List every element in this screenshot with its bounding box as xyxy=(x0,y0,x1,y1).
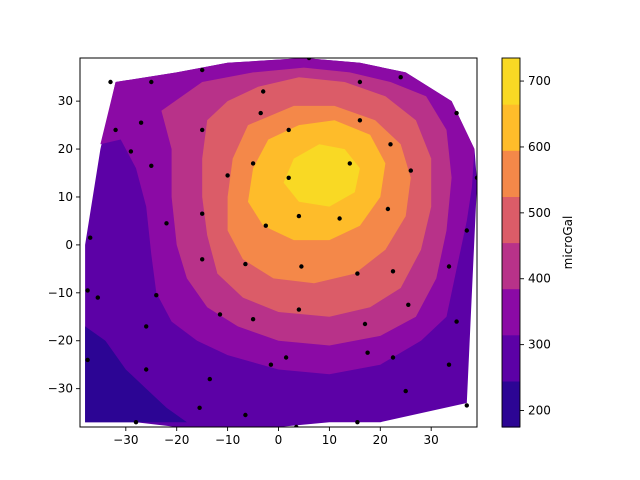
axes: −30 −20 −10 0 10 20 30 −30 −20 −10 0 10 20 30 xyxy=(48,57,478,447)
data-point xyxy=(144,367,149,372)
y-tick-label: −20 xyxy=(48,334,73,348)
x-tick-label: 20 xyxy=(373,433,388,447)
data-point xyxy=(306,58,312,61)
data-point xyxy=(108,79,113,85)
data-point xyxy=(243,412,248,418)
colorbar-tick-label: 700 xyxy=(528,74,551,88)
data-point xyxy=(200,211,205,216)
data-point xyxy=(200,67,205,73)
y-tick-label: 30 xyxy=(58,94,73,108)
y-tick-label: 10 xyxy=(58,190,73,204)
colorbar-band xyxy=(502,288,520,336)
data-point xyxy=(403,388,408,394)
contour-level-1 xyxy=(85,326,187,423)
data-point xyxy=(149,163,154,168)
data-point xyxy=(283,355,289,360)
colorbar-band xyxy=(502,242,520,290)
data-point xyxy=(464,403,469,408)
data-point xyxy=(406,302,411,307)
data-point xyxy=(296,307,302,312)
data-point xyxy=(357,79,363,85)
x-tick-label: 30 xyxy=(424,433,439,447)
data-point xyxy=(446,362,452,367)
data-point xyxy=(263,223,268,228)
data-point xyxy=(286,175,291,180)
data-point xyxy=(388,142,393,147)
data-point xyxy=(154,293,159,298)
data-point xyxy=(133,420,139,425)
data-point xyxy=(85,288,90,293)
data-point xyxy=(365,350,370,355)
data-point xyxy=(385,206,391,212)
data-point xyxy=(243,261,248,267)
data-point xyxy=(85,357,90,363)
colorbar-band xyxy=(502,104,520,151)
contour-level-8 xyxy=(283,144,360,207)
data-point xyxy=(408,168,413,173)
colorbar-tick-label: 400 xyxy=(528,272,551,286)
data-point xyxy=(258,110,263,116)
data-point xyxy=(250,161,256,166)
y-tick-label: 0 xyxy=(65,238,73,252)
data-point xyxy=(138,120,144,125)
data-point xyxy=(296,213,302,219)
data-point xyxy=(250,317,256,322)
y-tick-label: 20 xyxy=(58,142,73,156)
plot-area xyxy=(85,58,477,427)
data-point xyxy=(337,216,342,221)
data-point xyxy=(217,312,223,317)
data-point xyxy=(357,118,363,123)
data-point xyxy=(454,110,459,116)
data-point xyxy=(299,264,304,269)
data-point xyxy=(164,221,169,226)
colorbar-band xyxy=(502,58,520,105)
data-point xyxy=(286,127,291,133)
data-point xyxy=(390,269,396,274)
y-tick-label: −10 xyxy=(48,286,73,300)
data-point xyxy=(200,127,205,133)
colorbar-band xyxy=(502,334,520,382)
data-point xyxy=(390,355,396,360)
colorbar-tick-label: 200 xyxy=(528,404,551,418)
data-point xyxy=(268,362,274,367)
colorbar-band xyxy=(502,380,520,428)
x-tick-label: −10 xyxy=(215,433,240,447)
data-point xyxy=(144,324,149,329)
colorbar-band xyxy=(502,150,520,197)
data-point xyxy=(261,89,266,94)
colorbar-tick-label: 600 xyxy=(528,140,551,154)
data-point xyxy=(225,173,230,178)
data-point xyxy=(454,319,459,324)
colorbar-tick-label: 300 xyxy=(528,338,551,352)
data-point xyxy=(200,257,205,262)
data-point xyxy=(355,420,360,425)
colorbar-frame xyxy=(501,57,521,428)
data-point xyxy=(197,405,202,410)
data-point xyxy=(128,149,134,154)
data-point xyxy=(113,127,118,133)
data-point xyxy=(355,271,360,276)
data-point xyxy=(362,321,368,327)
data-point xyxy=(88,235,93,240)
x-tick-label: −20 xyxy=(164,433,189,447)
colorbar: 200 300 400 500 600 700 microGal xyxy=(501,57,575,428)
data-point xyxy=(464,228,469,233)
data-point xyxy=(446,264,452,269)
data-point xyxy=(398,75,403,80)
colorbar-label: microGal xyxy=(561,216,575,270)
data-point xyxy=(474,175,477,180)
data-point xyxy=(149,79,154,85)
colorbar-tick-label: 500 xyxy=(528,206,551,220)
x-tick-label: 0 xyxy=(275,433,283,447)
y-tick-label: −30 xyxy=(48,382,73,396)
colorbar-band xyxy=(502,196,520,244)
data-point xyxy=(207,376,212,382)
data-point xyxy=(294,424,299,427)
data-point xyxy=(95,295,101,300)
data-point xyxy=(347,161,352,166)
x-tick-label: 10 xyxy=(322,433,337,447)
x-tick-label: −30 xyxy=(113,433,138,447)
